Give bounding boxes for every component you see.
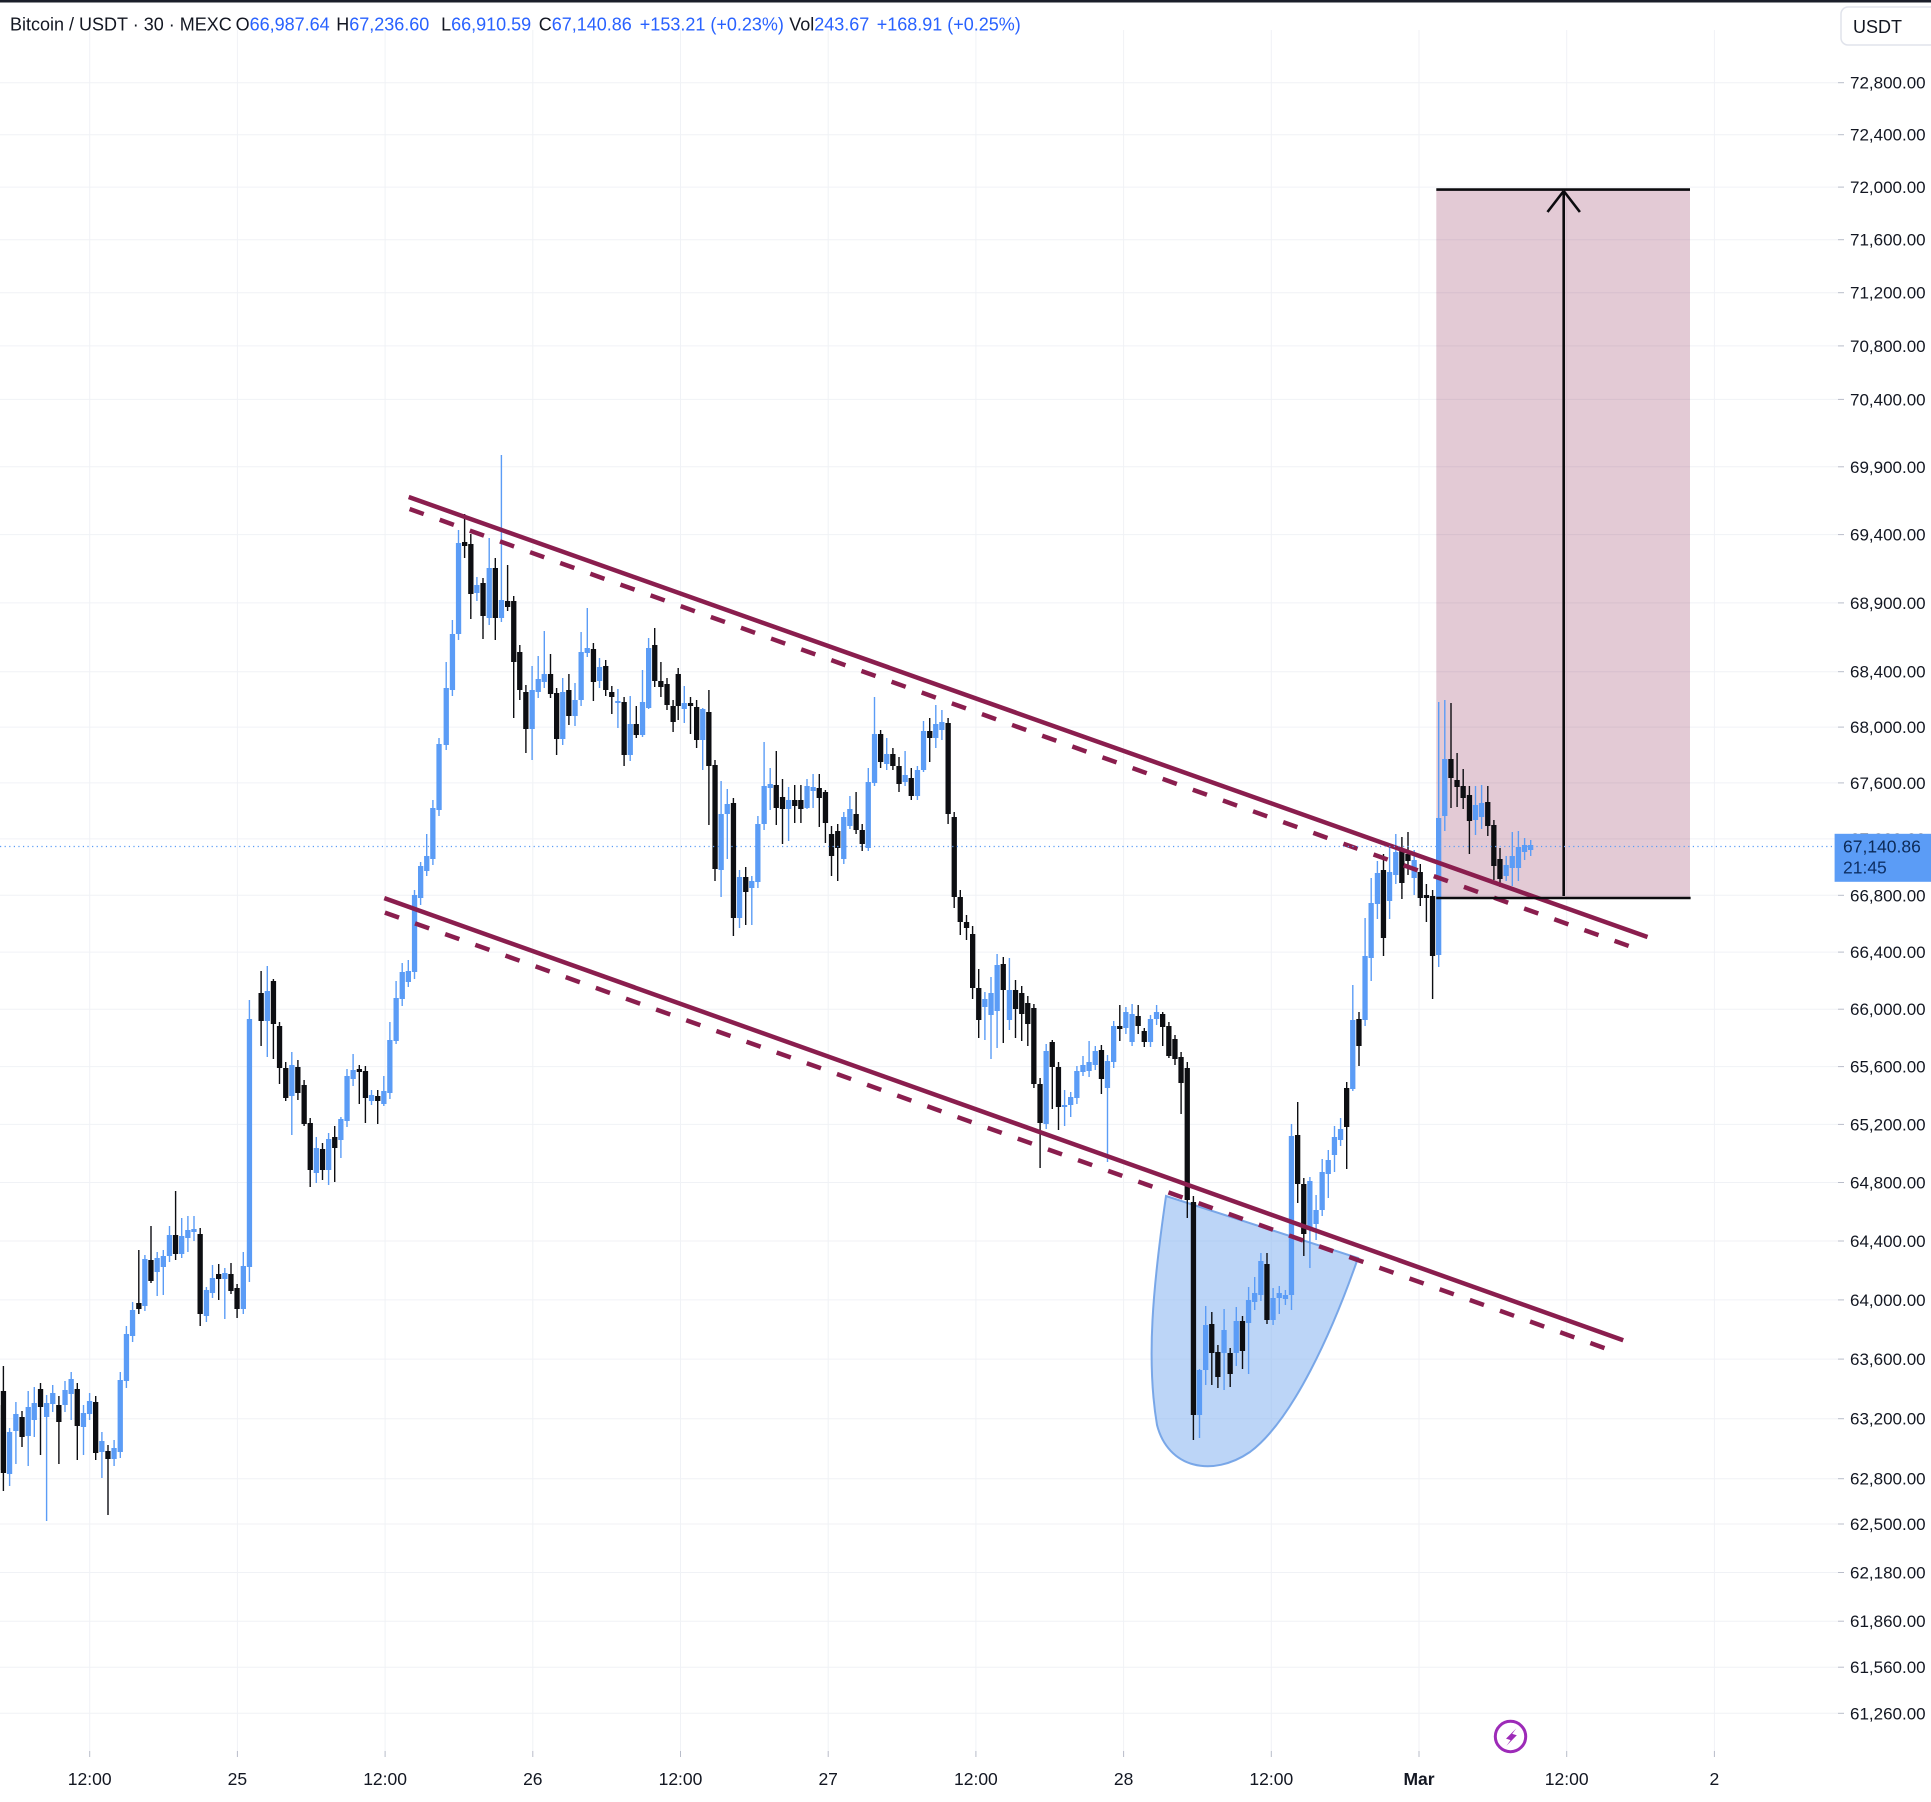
svg-text:71,200.00: 71,200.00 <box>1850 284 1926 303</box>
svg-text:64,800.00: 64,800.00 <box>1850 1174 1926 1193</box>
svg-text:69,400.00: 69,400.00 <box>1850 526 1926 545</box>
svg-text:67,600.00: 67,600.00 <box>1850 774 1926 793</box>
svg-text:62,800.00: 62,800.00 <box>1850 1470 1926 1489</box>
svg-text:70,400.00: 70,400.00 <box>1850 390 1926 409</box>
svg-text:62,180.00: 62,180.00 <box>1850 1564 1926 1583</box>
svg-text:62,500.00: 62,500.00 <box>1850 1515 1926 1534</box>
svg-text:68,900.00: 68,900.00 <box>1850 594 1926 613</box>
svg-text:Mar: Mar <box>1403 1769 1434 1789</box>
svg-text:63,600.00: 63,600.00 <box>1850 1350 1926 1369</box>
svg-text:61,860.00: 61,860.00 <box>1850 1612 1926 1631</box>
svg-text:64,000.00: 64,000.00 <box>1850 1291 1926 1310</box>
svg-text:70,800.00: 70,800.00 <box>1850 337 1926 356</box>
svg-text:+153.21 (+0.23%): +153.21 (+0.23%) <box>640 15 784 35</box>
svg-text:C67,140.86: C67,140.86 <box>539 15 632 35</box>
svg-text:26: 26 <box>523 1769 542 1789</box>
svg-text:25: 25 <box>228 1769 247 1789</box>
svg-text:21:45: 21:45 <box>1843 858 1887 878</box>
svg-text:12:00: 12:00 <box>954 1769 998 1789</box>
svg-text:+168.91 (+0.25%): +168.91 (+0.25%) <box>877 15 1021 35</box>
svg-text:67,140.86: 67,140.86 <box>1843 837 1921 857</box>
svg-text:65,600.00: 65,600.00 <box>1850 1058 1926 1077</box>
svg-text:12:00: 12:00 <box>1249 1769 1293 1789</box>
svg-text:72,400.00: 72,400.00 <box>1850 126 1926 145</box>
svg-text:61,560.00: 61,560.00 <box>1850 1658 1926 1677</box>
svg-text:68,000.00: 68,000.00 <box>1850 718 1926 737</box>
svg-text:72,800.00: 72,800.00 <box>1850 74 1926 93</box>
svg-text:65,200.00: 65,200.00 <box>1850 1115 1926 1134</box>
svg-text:64,400.00: 64,400.00 <box>1850 1232 1926 1251</box>
svg-text:68,400.00: 68,400.00 <box>1850 663 1926 682</box>
svg-text:Bitcoin / USDT · 30 · MEXC: Bitcoin / USDT · 30 · MEXC <box>10 15 232 35</box>
svg-text:66,000.00: 66,000.00 <box>1850 1000 1926 1019</box>
svg-text:12:00: 12:00 <box>68 1769 112 1789</box>
svg-text:66,800.00: 66,800.00 <box>1850 886 1926 905</box>
svg-text:72,000.00: 72,000.00 <box>1850 178 1926 197</box>
svg-text:63,200.00: 63,200.00 <box>1850 1410 1926 1429</box>
svg-text:USDT: USDT <box>1853 17 1902 37</box>
svg-text:H67,236.60: H67,236.60 <box>336 15 429 35</box>
svg-text:2: 2 <box>1710 1769 1720 1789</box>
svg-text:12:00: 12:00 <box>659 1769 703 1789</box>
svg-text:61,260.00: 61,260.00 <box>1850 1704 1926 1723</box>
svg-text:O66,987.64: O66,987.64 <box>236 15 330 35</box>
svg-text:69,900.00: 69,900.00 <box>1850 458 1926 477</box>
svg-text:Vol243.67: Vol243.67 <box>789 15 869 35</box>
svg-text:12:00: 12:00 <box>363 1769 407 1789</box>
svg-text:28: 28 <box>1114 1769 1133 1789</box>
svg-text:66,400.00: 66,400.00 <box>1850 943 1926 962</box>
svg-text:71,600.00: 71,600.00 <box>1850 231 1926 250</box>
svg-text:12:00: 12:00 <box>1545 1769 1589 1789</box>
svg-text:L66,910.59: L66,910.59 <box>441 15 531 35</box>
svg-text:27: 27 <box>818 1769 837 1789</box>
